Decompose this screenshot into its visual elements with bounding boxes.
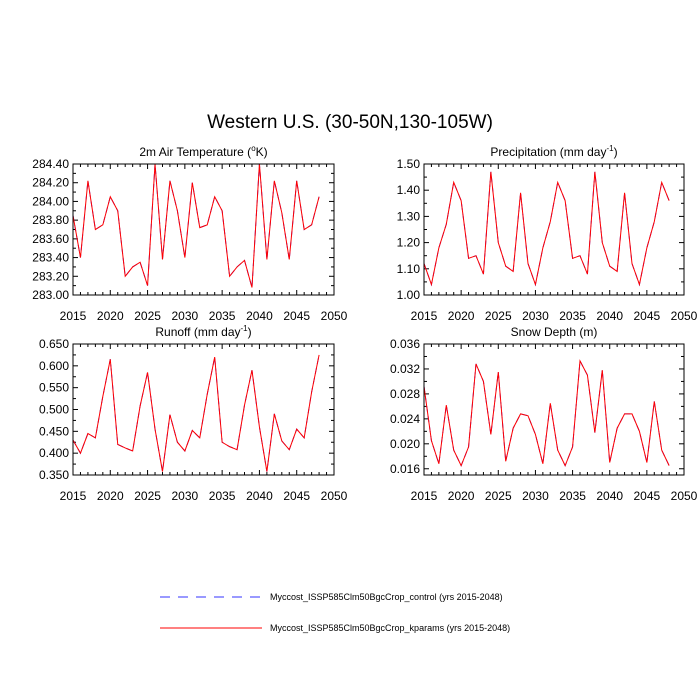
x-tick-label: 2020 — [448, 489, 475, 503]
y-tick-label: 0.036 — [390, 337, 420, 351]
panel-title: Runoff (mm day-1) — [155, 324, 251, 339]
y-tick-label: 1.50 — [397, 157, 421, 171]
panel-runoff: Runoff (mm day-1) 0.350 0.400 0.450 0.500 0.5… — [39, 324, 348, 503]
series-line-kparams — [423, 171, 670, 287]
x-tick-label: 2040 — [596, 309, 623, 323]
y-tick-label: 284.20 — [32, 176, 69, 190]
y-tick-label: 0.350 — [39, 468, 69, 482]
x-tick-label: 2045 — [634, 309, 661, 323]
y-tick-label: 0.032 — [390, 362, 420, 376]
y-tick-label: 1.30 — [397, 209, 421, 223]
x-tick-label: 2015 — [60, 489, 87, 503]
x-tick-label: 2025 — [134, 309, 161, 323]
series-line-control — [72, 163, 320, 288]
panel-title-sup: -1 — [606, 144, 614, 153]
panel-title-main: Snow Depth (m) — [511, 325, 598, 339]
x-tick-label: 2050 — [671, 489, 698, 503]
panel-precipitation: Precipitation (mm day-1) 1.00 1.10 1.20 1.30… — [397, 144, 698, 323]
series-line-kparams — [423, 359, 670, 467]
x-tick-label: 2035 — [209, 489, 236, 503]
x-tick-label: 2050 — [321, 489, 348, 503]
y-tick-label: 283.00 — [32, 288, 69, 302]
y-tick-label: 0.028 — [390, 387, 420, 401]
plot-frame — [72, 343, 335, 476]
y-tick-label: 0.016 — [390, 462, 420, 476]
x-tick-label: 2020 — [448, 309, 475, 323]
figure-title: Western U.S. (30-50N,130-105W) — [207, 112, 493, 133]
panel-title-sup: o — [251, 144, 256, 153]
legend-control-label: Myccost_ISSP585Clm50BgcCrop_control (yrs… — [270, 592, 503, 602]
x-tick-label: 2045 — [283, 309, 310, 323]
series-line-control — [423, 359, 670, 467]
x-tick-label: 2040 — [596, 489, 623, 503]
x-tick-label: 2050 — [321, 309, 348, 323]
x-tick-label: 2030 — [172, 489, 199, 503]
x-tick-label: 2030 — [522, 309, 549, 323]
x-tick-label: 2045 — [634, 489, 661, 503]
x-tick-label: 2020 — [97, 309, 124, 323]
x-tick-label: 2040 — [246, 309, 273, 323]
panel-title-main: Precipitation (mm day — [490, 145, 606, 159]
x-tick-label: 2030 — [172, 309, 199, 323]
panel-title: 2m Air Temperature (oK) — [139, 144, 267, 159]
panel-air-temperature: 2m Air Temperature (oK) 283.00 283.20 283.4… — [32, 144, 347, 323]
panel-title-main: Runoff (mm day — [155, 325, 240, 339]
y-tick-label: 0.600 — [39, 359, 69, 373]
series-line-kparams — [72, 163, 320, 288]
plot-frame — [423, 343, 685, 476]
x-tick-label: 2030 — [522, 489, 549, 503]
y-tick-label: 0.650 — [39, 337, 69, 351]
y-tick-label: 283.80 — [32, 213, 69, 227]
series-line-control — [72, 354, 320, 472]
y-tick-label: 284.00 — [32, 194, 69, 208]
x-tick-label: 2025 — [485, 309, 512, 323]
panel-title-tail: K) — [256, 145, 268, 159]
y-tick-label: 1.10 — [397, 262, 421, 276]
legend: Myccost_ISSP585Clm50BgcCrop_control (yrs… — [160, 592, 510, 633]
y-tick-label: 284.40 — [32, 157, 69, 171]
y-tick-label: 1.20 — [397, 236, 421, 250]
x-tick-label: 2015 — [411, 309, 438, 323]
panel-title-sup: -1 — [241, 324, 249, 333]
x-tick-label: 2025 — [134, 489, 161, 503]
panel-snow-depth: Snow Depth (m) 0.016 0.020 0.024 0.028 0.032 0… — [390, 325, 698, 503]
y-tick-label: 1.40 — [397, 183, 421, 197]
x-tick-label: 2035 — [559, 309, 586, 323]
y-tick-label: 0.450 — [39, 424, 69, 438]
y-tick-label: 283.60 — [32, 232, 69, 246]
x-tick-label: 2050 — [671, 309, 698, 323]
y-tick-label: 283.20 — [32, 269, 69, 283]
x-tick-label: 2015 — [411, 489, 438, 503]
panel-title-main: 2m Air Temperature ( — [139, 145, 251, 159]
y-tick-label: 283.40 — [32, 251, 69, 265]
legend-kparams-label: Myccost_ISSP585Clm50BgcCrop_kparams (yrs… — [270, 623, 510, 633]
y-tick-label: 0.400 — [39, 446, 69, 460]
panel-title: Snow Depth (m) — [511, 325, 598, 339]
panel-title: Precipitation (mm day-1) — [490, 144, 617, 159]
x-tick-label: 2035 — [559, 489, 586, 503]
x-tick-label: 2015 — [60, 309, 87, 323]
plot-frame — [72, 163, 335, 296]
series-line-kparams — [72, 354, 320, 472]
series-line-control — [423, 171, 670, 287]
x-tick-label: 2025 — [485, 489, 512, 503]
y-tick-label: 0.020 — [390, 437, 420, 451]
panel-title-tail: ) — [248, 325, 252, 339]
x-tick-label: 2040 — [246, 489, 273, 503]
x-tick-label: 2035 — [209, 309, 236, 323]
panel-title-tail: ) — [614, 145, 618, 159]
plot-frame — [423, 163, 685, 296]
y-tick-label: 0.024 — [390, 412, 420, 426]
y-tick-label: 0.500 — [39, 403, 69, 417]
y-tick-label: 0.550 — [39, 381, 69, 395]
y-tick-label: 1.00 — [397, 288, 421, 302]
x-tick-label: 2020 — [97, 489, 124, 503]
x-tick-label: 2045 — [283, 489, 310, 503]
